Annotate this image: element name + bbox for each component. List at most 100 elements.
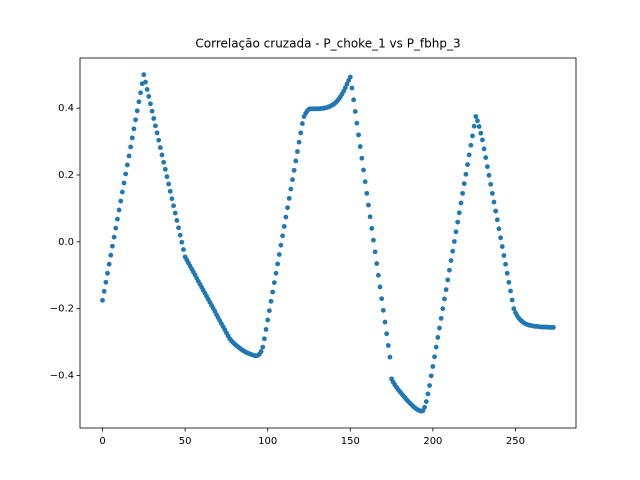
point	[466, 152, 472, 158]
chart-title: Correlação cruzada - P_choke_1 vs P_fbhp…	[195, 37, 460, 51]
point	[445, 277, 451, 283]
point	[471, 123, 477, 129]
y-tick-label: 0.4	[58, 103, 74, 114]
y-tick-label: −0.2	[50, 304, 74, 315]
point	[433, 344, 439, 350]
point	[508, 288, 513, 294]
point	[105, 270, 110, 276]
point	[448, 258, 454, 263]
point	[430, 364, 436, 369]
point	[374, 261, 380, 266]
point	[106, 261, 112, 267]
point	[291, 167, 297, 173]
point	[164, 174, 170, 180]
point	[465, 162, 470, 168]
point	[103, 279, 109, 285]
point	[116, 207, 122, 213]
point	[461, 181, 467, 187]
point	[176, 225, 181, 231]
point	[498, 235, 504, 241]
point	[366, 202, 371, 208]
point	[425, 391, 431, 397]
point	[124, 162, 130, 168]
point	[432, 354, 437, 360]
point	[437, 325, 442, 331]
point	[501, 253, 507, 258]
point	[110, 243, 115, 249]
x-tick-label: 50	[179, 436, 192, 447]
point	[283, 214, 289, 220]
point	[281, 224, 287, 229]
point	[271, 280, 277, 286]
point	[113, 225, 119, 231]
point	[351, 97, 357, 103]
point	[108, 252, 114, 258]
point	[293, 158, 299, 164]
point	[296, 139, 302, 145]
point	[354, 120, 360, 126]
point	[473, 114, 479, 119]
point	[260, 344, 266, 350]
point	[146, 94, 152, 99]
point	[463, 171, 469, 177]
point	[491, 199, 497, 205]
point	[268, 298, 274, 304]
point	[157, 145, 163, 150]
point	[468, 142, 474, 148]
point	[119, 189, 125, 195]
point	[380, 307, 386, 313]
point	[362, 179, 368, 185]
point	[298, 130, 304, 136]
point	[154, 130, 160, 136]
point	[171, 203, 176, 209]
point	[379, 296, 385, 302]
point	[509, 297, 515, 303]
point	[478, 130, 484, 136]
point	[438, 315, 444, 321]
point	[174, 218, 180, 223]
point	[161, 159, 167, 165]
point	[356, 132, 361, 138]
point	[493, 208, 499, 214]
point	[347, 74, 353, 80]
point	[172, 210, 178, 216]
point	[349, 85, 355, 91]
point	[136, 99, 142, 105]
point	[361, 167, 366, 173]
point	[141, 72, 147, 78]
point	[148, 101, 153, 107]
point	[100, 297, 105, 303]
point	[450, 248, 456, 254]
point	[134, 108, 140, 114]
point	[423, 399, 429, 404]
point	[181, 247, 186, 252]
point	[470, 133, 475, 139]
y-tick-label: 0.2	[58, 170, 74, 181]
point	[111, 234, 117, 240]
point	[384, 331, 390, 337]
point	[295, 149, 300, 154]
point	[476, 124, 482, 129]
point	[357, 144, 363, 149]
x-tick-label: 250	[506, 436, 525, 447]
point	[488, 181, 494, 187]
point	[299, 121, 305, 126]
point	[427, 383, 432, 388]
point	[151, 116, 157, 121]
point	[138, 90, 143, 96]
x-tick-label: 0	[99, 436, 105, 447]
point	[273, 270, 279, 276]
point	[446, 267, 452, 273]
point	[156, 137, 162, 143]
point	[382, 319, 388, 325]
point	[422, 404, 428, 410]
point	[385, 343, 391, 348]
y-tick-label: −0.4	[50, 371, 74, 382]
point	[371, 237, 376, 243]
point	[144, 87, 150, 92]
point	[484, 164, 490, 170]
point	[344, 81, 350, 87]
